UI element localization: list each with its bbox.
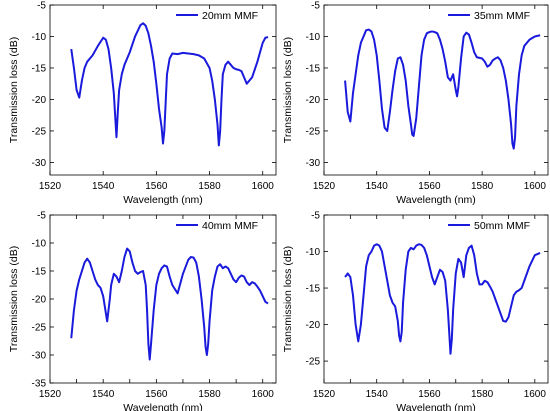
y-tick-label: -5	[311, 211, 320, 222]
y-tick-label: -15	[32, 63, 47, 74]
chart-panel-3: 1520 1540 1560 1580 1600 -5 -10 -15 -20 -25 -30 -35…	[8, 211, 277, 411]
series-line	[70, 22, 269, 147]
x-tick-label: 1520	[313, 181, 336, 192]
legend-label: 40mm MMF	[202, 220, 258, 232]
x-tick-label: 1580	[198, 389, 221, 400]
x-tick-label: 1600	[252, 181, 275, 192]
legend-label: 35mm MMF	[474, 10, 530, 22]
y-tick-label: -20	[306, 320, 321, 331]
x-tick-label: 1600	[524, 181, 547, 192]
plot-frame	[323, 4, 549, 176]
x-tick-label: 1540	[366, 389, 389, 400]
series-line	[70, 247, 269, 361]
x-tick-label: 1520	[39, 181, 62, 192]
x-tick-label: 1520	[39, 389, 62, 400]
x-tick-label: 1520	[313, 389, 336, 400]
x-tick-label: 1600	[524, 389, 547, 400]
series-line	[344, 243, 541, 355]
y-tick-label: -25	[306, 126, 321, 137]
chart-panel-4: 1520 1540 1560 1580 1600 -5 -10 -15 -20 -25 Wavele…	[282, 211, 549, 411]
x-tick-label: 1580	[198, 181, 221, 192]
x-tick-label: 1580	[471, 389, 494, 400]
chart-panel-2: 1520 1540 1560 1580 1600 -5 -10 -15 -20 -25 -30 Wav…	[282, 1, 549, 206]
y-tick-label: -20	[32, 95, 47, 106]
y-tick-label: -30	[306, 158, 321, 169]
y-tick-label: -5	[311, 1, 320, 12]
x-tick-label: 1540	[92, 181, 115, 192]
x-tick-label: 1560	[145, 389, 168, 400]
x-tick-label: 1600	[252, 389, 275, 400]
legend-label: 50mm MMF	[474, 220, 530, 232]
chart-panel-1: 1520 1540 1560 1580 1600 -5 -10 -15 -20 -25 -30 Wav…	[8, 1, 277, 206]
x-tick-label: 1560	[418, 181, 441, 192]
y-tick-label: -10	[306, 32, 321, 43]
y-tick-label: -25	[32, 126, 47, 137]
y-axis-label: Transmission loss (dB)	[8, 37, 20, 143]
y-tick-label: -5	[37, 1, 46, 12]
y-axis-label: Transmission loss (dB)	[8, 246, 20, 352]
y-axis-label: Transmission loss (dB)	[282, 37, 294, 143]
y-tick-label: -30	[32, 351, 47, 362]
series-line	[344, 28, 541, 150]
y-tick-label: -10	[32, 239, 47, 250]
y-tick-label: -35	[32, 379, 47, 390]
y-tick-label: -20	[306, 95, 321, 106]
y-tick-label: -15	[32, 267, 47, 278]
x-tick-label: 1540	[366, 181, 389, 192]
plot-frame	[49, 214, 277, 384]
y-tick-label: -25	[306, 357, 321, 368]
x-axis-label: Wavelength (nm)	[396, 402, 476, 411]
plot-frame	[49, 4, 277, 176]
y-axis-label: Transmission loss (dB)	[282, 246, 294, 352]
y-tick-label: -15	[306, 284, 321, 295]
x-axis-label: Wavelength (nm)	[123, 194, 203, 206]
y-tick-label: -15	[306, 63, 321, 74]
x-axis-label: Wavelength (nm)	[123, 402, 203, 411]
x-axis-label: Wavelength (nm)	[396, 194, 476, 206]
y-tick-label: -10	[32, 32, 47, 43]
plot-frame	[323, 214, 549, 384]
y-tick-label: -30	[32, 158, 47, 169]
y-tick-label: -5	[37, 211, 46, 222]
x-tick-label: 1560	[418, 389, 441, 400]
y-tick-label: -10	[306, 247, 321, 258]
x-tick-label: 1560	[145, 181, 168, 192]
x-tick-label: 1580	[471, 181, 494, 192]
legend-label: 20mm MMF	[202, 10, 258, 22]
y-tick-label: -25	[32, 323, 47, 334]
y-tick-label: -20	[32, 295, 47, 306]
x-tick-label: 1540	[92, 389, 115, 400]
